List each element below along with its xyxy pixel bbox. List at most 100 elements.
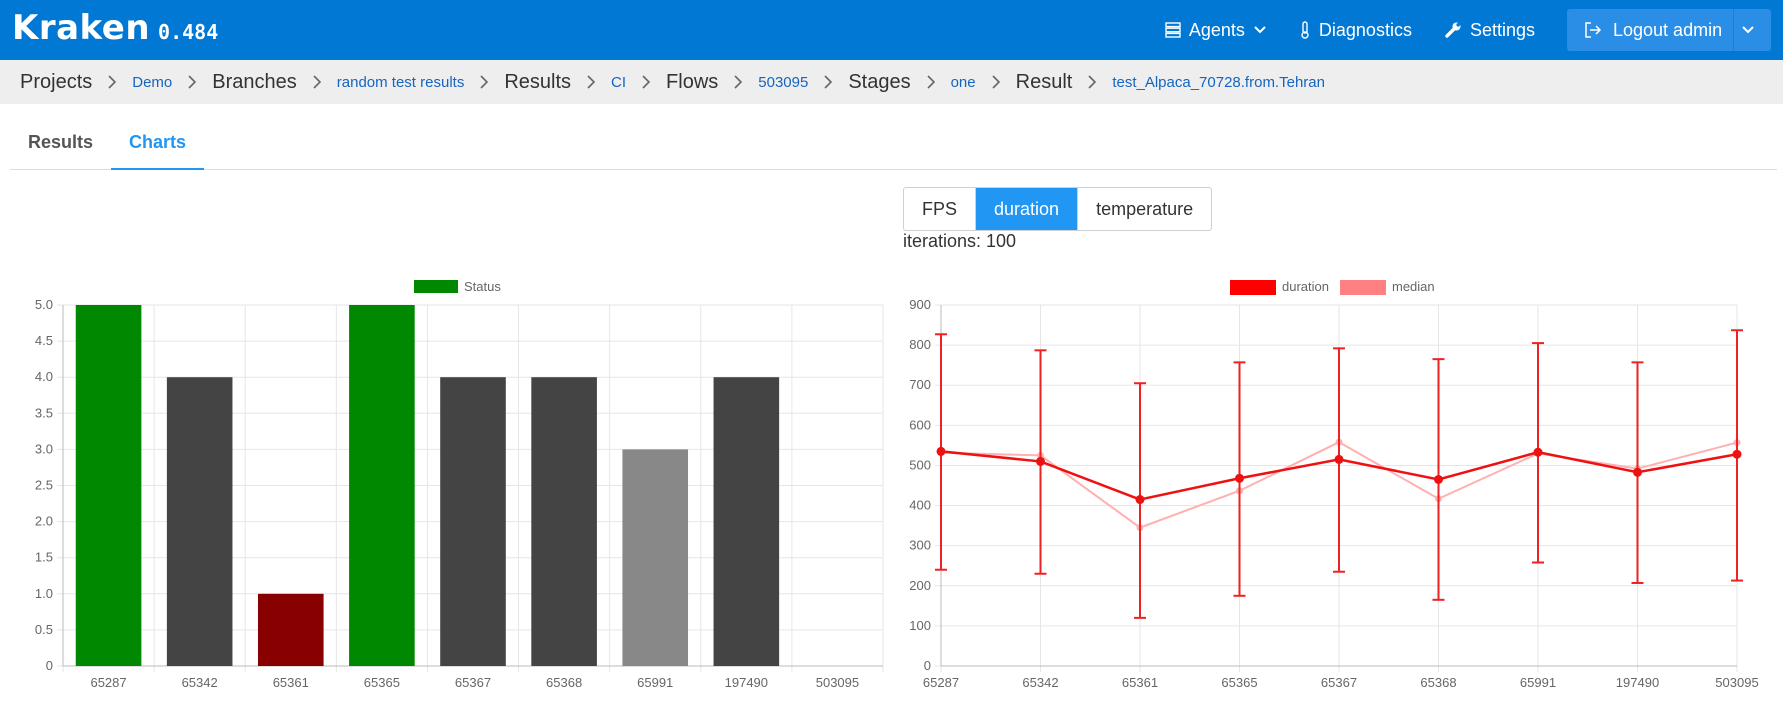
brand-logo[interactable]: Kraken 0.484 (12, 8, 218, 48)
breadcrumb-branch-link[interactable]: random test results (336, 73, 465, 91)
thermometer-icon (1301, 21, 1309, 39)
chevron-right-icon (927, 75, 935, 89)
status-bar (166, 377, 233, 666)
legend-label: Status (464, 279, 501, 294)
chevron-right-icon (108, 75, 117, 89)
metric-option-duration[interactable]: duration (976, 188, 1079, 230)
y-tick-label: 200 (909, 578, 931, 593)
duration-point (1334, 454, 1344, 464)
y-tick-label: 4.0 (35, 369, 53, 384)
duration-point (1633, 467, 1642, 477)
chevron-right-icon (1088, 75, 1097, 89)
chevron-right-icon (480, 75, 489, 89)
y-tick-label: 3.0 (35, 441, 53, 456)
breadcrumb-result-link[interactable]: test_Alpaca_70728.from.Tehran (1112, 73, 1325, 91)
wrench-icon (1445, 22, 1461, 38)
chevron-right-icon (992, 75, 1000, 89)
duration-point (1235, 473, 1244, 483)
x-tick-label: 65342 (1022, 675, 1058, 690)
logout-button[interactable]: Logout admin (1567, 9, 1771, 51)
chevron-right-icon (188, 75, 197, 89)
result-tabs: Results Charts (10, 118, 1777, 170)
app-version: 0.484 (158, 20, 219, 44)
nav-agents[interactable]: Agents (1165, 20, 1267, 41)
x-tick-label: 65367 (1321, 675, 1357, 690)
metric-option-temperature[interactable]: temperature (1096, 198, 1194, 219)
logout-icon (1585, 22, 1602, 38)
status-bar (531, 377, 597, 666)
x-tick-label: 197490 (725, 675, 768, 690)
breadcrumb-result[interactable]: Result (1015, 70, 1073, 93)
y-tick-label: 700 (909, 377, 931, 392)
x-tick-label: 65991 (637, 675, 673, 690)
status-bar (622, 449, 689, 666)
metric-option-fps[interactable]: FPS (904, 188, 977, 230)
metric-selector: FPS duration temperature (903, 187, 1213, 231)
duration-point (1434, 474, 1443, 484)
breadcrumb: Projects Demo Branches random test resul… (0, 60, 1783, 104)
nav-diagnostics[interactable]: Diagnostics (1299, 20, 1412, 41)
y-tick-label: 800 (909, 337, 931, 352)
y-tick-label: 500 (909, 457, 931, 472)
y-tick-label: 600 (909, 417, 931, 432)
y-tick-label: 0 (46, 658, 53, 673)
breadcrumb-projects[interactable]: Projects (20, 70, 93, 93)
x-tick-label: 65367 (455, 675, 491, 690)
duration-point (1533, 447, 1543, 457)
y-tick-label: 5.0 (35, 297, 53, 312)
nav-settings[interactable]: Settings (1444, 20, 1535, 41)
y-tick-label: 2.0 (35, 514, 53, 529)
y-tick-label: 0.5 (35, 622, 53, 637)
status-bar-chart: 0 0.5 1.0 1.5 2.0 2.5 3.0 3.5 4.0 4.5 5.0 65287 6534… (35, 279, 884, 690)
tab-results[interactable]: Results (28, 132, 94, 152)
logout-label: Logout admin (1613, 19, 1723, 40)
chevron-right-icon (642, 75, 651, 89)
breadcrumb-flows[interactable]: Flows (666, 70, 719, 93)
legend-swatch (414, 280, 458, 293)
y-tick-label: 900 (909, 297, 931, 312)
nav-settings-label: Settings (1469, 19, 1535, 40)
breadcrumb-stages[interactable]: Stages (848, 70, 911, 93)
y-tick-label: 4.5 (35, 333, 53, 348)
y-tick-label: 400 (909, 498, 931, 513)
x-tick-label: 503095 (1715, 675, 1758, 690)
status-bar (349, 305, 415, 666)
chevron-right-icon (587, 75, 596, 89)
x-tick-label: 65287 (923, 675, 959, 690)
duration-point (1036, 456, 1045, 466)
chevron-right-icon (824, 75, 833, 89)
server-icon (1165, 22, 1181, 38)
legend-swatch-median (1340, 280, 1386, 295)
x-tick-label: 65365 (1221, 675, 1257, 690)
breadcrumb-results-link[interactable]: CI (611, 73, 627, 91)
x-tick-label: 65361 (273, 675, 309, 690)
x-tick-label: 65368 (1420, 675, 1456, 690)
duration-point (1135, 495, 1145, 505)
breadcrumb-project-link[interactable]: Demo (132, 73, 173, 91)
logout-dropdown-toggle[interactable] (1733, 9, 1771, 51)
nav-agents-label: Agents (1188, 19, 1245, 40)
breadcrumb-results[interactable]: Results (504, 70, 572, 93)
status-bar (75, 305, 142, 666)
top-navbar: Kraken 0.484 Agents Diagnostics Settings… (0, 0, 1783, 60)
breadcrumb-flow-link[interactable]: 503095 (758, 73, 809, 91)
app-name: Kraken (12, 8, 151, 48)
y-tick-label: 3.5 (35, 405, 53, 420)
y-tick-label: 2.5 (35, 478, 53, 493)
status-bar (440, 377, 506, 666)
breadcrumb-stage-link[interactable]: one (950, 73, 976, 91)
duration-line-chart: 0 100 200 300 400 500 600 700 800 900 65287 65342 65… (909, 279, 1758, 690)
x-tick-label: 65991 (1520, 675, 1556, 690)
breadcrumb-branches[interactable]: Branches (212, 70, 297, 93)
duration-point (1732, 449, 1742, 459)
y-tick-label: 1.0 (35, 586, 53, 601)
duration-point (936, 446, 946, 456)
legend-swatch-duration (1230, 280, 1276, 295)
chevron-right-icon (313, 75, 321, 89)
iterations-label: iterations: 100 (903, 231, 1017, 251)
x-tick-label: 65365 (364, 675, 400, 690)
x-tick-label: 197490 (1616, 675, 1659, 690)
tab-charts[interactable]: Charts (111, 118, 205, 170)
x-tick-label: 65361 (1122, 675, 1158, 690)
x-tick-label: 65368 (546, 675, 582, 690)
